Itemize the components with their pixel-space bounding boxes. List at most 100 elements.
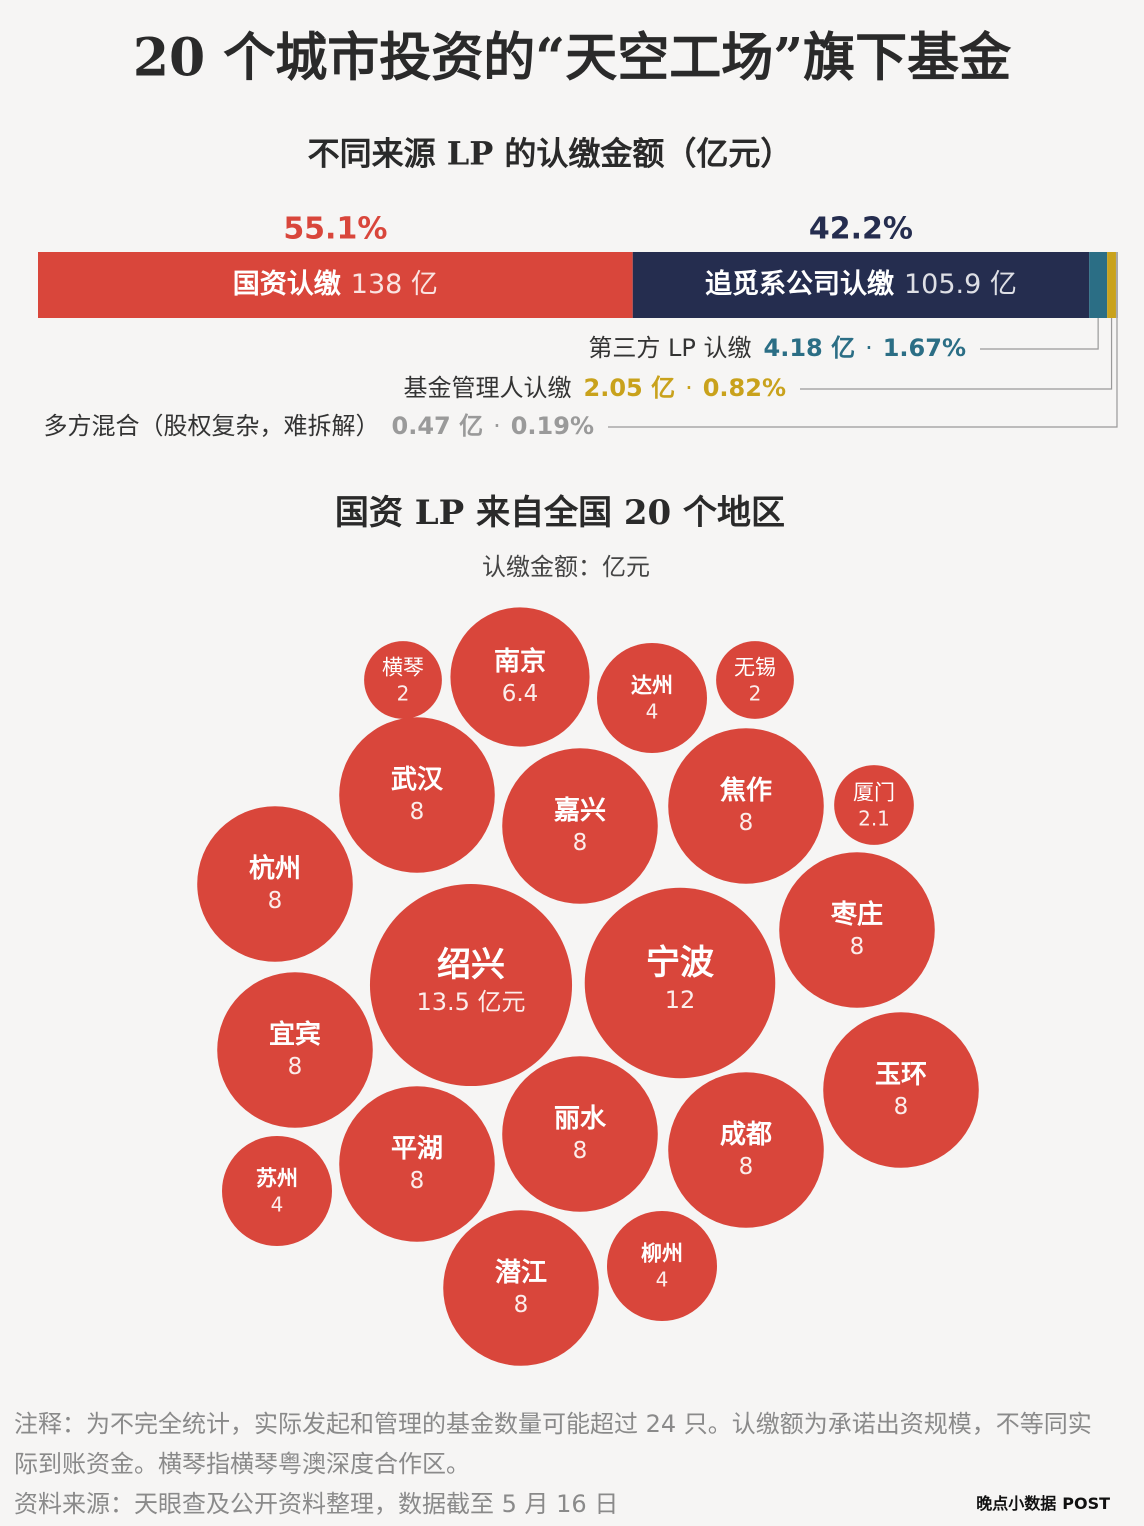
bubble [197,806,353,962]
bubble-name: 嘉兴 [554,796,606,826]
bubble [668,728,824,884]
bubble-name: 成都 [720,1120,772,1150]
bubble [584,887,776,1079]
bubble-chart-title: 国资 LP 来自全国 20 个地区 [335,493,785,533]
logo: 晚点小数据 POST [970,1486,1110,1516]
callout-label: 基金管理人认缴 2.05 亿 · 0.82% [404,374,786,402]
bubble-name: 玉环 [875,1060,927,1090]
bubble-name: 苏州 [256,1166,298,1190]
bubble-value: 2 [749,682,762,706]
callout-name: 第三方 LP 认缴 [588,334,751,362]
bubble [369,883,573,1087]
segment-value: 138 亿 [351,269,438,300]
callout-value: 0.47 亿 [392,412,484,440]
bar-chart-title: 不同来源 LP 的认缴金额（亿元） [308,135,793,173]
bubble-name: 达州 [631,673,673,697]
segment-value: 105.9 亿 [904,269,1017,300]
callout-separator: · [493,412,501,440]
callout-line [800,318,1113,390]
bubble-value: 8 [268,888,283,914]
bubble-value: 8 [739,810,754,836]
bar-segment [1089,252,1108,318]
bubble-value: 2.1 [858,807,890,831]
callout-share: 0.19% [511,412,594,440]
bubble [502,748,658,904]
infographic: 20 个城市投资的“天空工场”旗下基金 不同来源 LP 的认缴金额（亿元） 国资… [38,28,1118,1366]
bubble [502,1056,658,1212]
page-title: 20 个城市投资的“天空工场”旗下基金 [133,28,1012,89]
logo-mark: POST [1062,1494,1110,1513]
callout-label: 多方混合（股权复杂，难拆解） 0.47 亿 · 0.19% [44,412,594,440]
bubble-value: 8 [410,799,425,825]
bubble [339,717,495,873]
segment-label: 国资认缴 138 亿 [233,269,438,300]
bubble [716,641,794,719]
bubble-name: 武汉 [391,765,444,795]
bar-segment [1115,252,1118,318]
callout-separator: · [685,374,693,402]
callout-value: 4.18 亿 [764,334,856,362]
bubble-name: 平湖 [391,1134,443,1164]
bubble-value: 8 [514,1292,529,1318]
bubble-value: 8 [410,1168,425,1194]
bubble-name: 绍兴 [437,945,505,985]
bubble-value: 2 [397,682,410,706]
callout-name: 多方混合（股权复杂，难拆解） [44,412,380,440]
callout-line [980,318,1099,350]
bubble [443,1210,599,1366]
bubble [217,972,373,1128]
source: 资料来源：天眼查及公开资料整理，数据截至 5 月 16 日 [14,1490,619,1518]
share-label: 55.1% [283,212,387,247]
bubble [834,765,914,845]
bubble-name: 柳州 [641,1241,683,1265]
note: 注释：为不完全统计，实际发起和管理的基金数量可能超过 24 只。认缴额为承诺出资… [14,1410,1092,1478]
bubble-value: 4 [271,1193,284,1217]
bubble-name: 潜江 [495,1258,547,1288]
bubble-name: 焦作 [720,775,772,806]
segment-name: 追觅系公司认缴 [705,268,894,300]
bubble-value: 8 [739,1154,754,1180]
share-label: 42.2% [809,212,913,247]
bubble-chart-subtitle: 认缴金额：亿元 [482,553,650,581]
bubble-name: 横琴 [382,655,424,679]
bubble-value: 13.5 亿元 [416,988,525,1016]
bubble-name: 无锡 [734,655,776,679]
bubble [339,1086,495,1242]
bubble-name: 宁波 [646,943,714,983]
bubble [597,643,707,753]
bubble-name: 宜宾 [269,1019,321,1050]
callout-value: 2.05 亿 [584,374,676,402]
bubble-value: 4 [646,700,659,724]
bar-segment [632,252,1090,318]
callout-label: 第三方 LP 认缴 4.18 亿 · 1.67% [588,334,966,362]
bubble-value: 8 [288,1054,303,1080]
logo-text: 晚点小数据 [976,1494,1057,1513]
callout-name: 基金管理人认缴 [404,374,572,402]
callout-share: 0.82% [703,374,786,402]
bubble-value: 12 [665,986,696,1014]
bubble [607,1211,717,1321]
bubble-value: 8 [573,1138,588,1164]
bubble-name: 厦门 [853,780,895,804]
bubble-name: 丽水 [554,1104,607,1134]
bubble-value: 8 [850,934,865,960]
bubble-name: 枣庄 [830,899,883,930]
bubble-value: 4 [656,1268,669,1292]
bubble [364,641,442,719]
bubble-value: 8 [894,1094,909,1120]
bubble [222,1136,332,1246]
segment-name: 国资认缴 [233,269,341,300]
callout-line [608,318,1118,428]
bubble [668,1072,824,1228]
callout-separator: · [865,334,873,362]
bubble-value: 6.4 [502,681,539,707]
bubble [823,1012,979,1168]
callout-share: 1.67% [883,334,966,362]
bubble [450,607,590,747]
bubble-name: 南京 [494,646,546,677]
bar-segment [1107,252,1116,318]
bar-segment [38,252,633,318]
bubble-value: 8 [573,830,588,856]
footer: 注释：为不完全统计，实际发起和管理的基金数量可能超过 24 只。认缴额为承诺出资… [14,1404,1114,1524]
